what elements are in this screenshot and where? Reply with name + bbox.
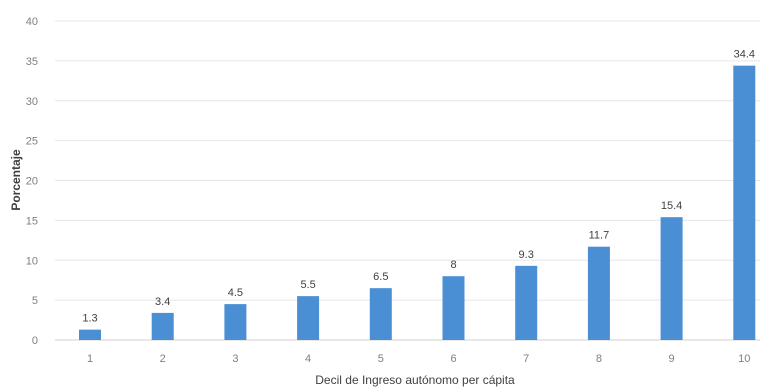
data-label-decil-6: 8 — [450, 259, 456, 271]
data-label-decil-10: 34.4 — [734, 49, 755, 61]
y-tick-label: 0 — [32, 335, 38, 347]
x-axis-ticks: 1 2 3 4 5 6 7 8 9 10 — [87, 353, 750, 365]
bar-decil-10 — [733, 65, 756, 340]
x-tick-label: 4 — [305, 353, 311, 365]
bar-decil-2 — [151, 312, 174, 340]
data-label-decil-5: 6.5 — [373, 271, 388, 283]
data-label-decil-7: 9.3 — [519, 249, 534, 261]
bar-decil-6 — [442, 276, 465, 340]
x-tick-label: 7 — [523, 353, 529, 365]
bar-decil-3 — [224, 304, 247, 340]
x-tick-label: 2 — [160, 353, 166, 365]
data-label-decil-2: 3.4 — [155, 296, 170, 308]
y-tick-label: 30 — [26, 96, 38, 108]
bar-decil-8 — [587, 246, 610, 340]
x-tick-label: 6 — [450, 353, 456, 365]
x-tick-label: 3 — [232, 353, 238, 365]
y-tick-label: 35 — [26, 56, 38, 68]
y-tick-label: 20 — [26, 176, 38, 188]
bar-decil-4 — [297, 296, 320, 340]
y-axis-title: Porcentaje — [9, 149, 23, 211]
bar-decil-9 — [660, 217, 683, 340]
gridlines — [55, 20, 760, 341]
data-labels: 1.3 3.4 4.5 5.5 6.5 8 9.3 11.7 15.4 34.4 — [82, 49, 755, 325]
y-tick-label: 40 — [26, 16, 38, 28]
y-tick-label: 5 — [32, 295, 38, 307]
data-label-decil-9: 15.4 — [661, 200, 682, 212]
x-tick-label: 5 — [378, 353, 384, 365]
x-tick-label: 9 — [669, 353, 675, 365]
bars — [79, 65, 756, 340]
y-tick-label: 15 — [26, 215, 38, 227]
x-tick-label: 1 — [87, 353, 93, 365]
x-tick-label: 8 — [596, 353, 602, 365]
data-label-decil-1: 1.3 — [82, 313, 97, 325]
bar-decil-7 — [515, 265, 538, 340]
y-tick-label: 25 — [26, 136, 38, 148]
data-label-decil-8: 11.7 — [589, 230, 610, 242]
x-axis-title: Decil de Ingreso autónomo per cápita — [315, 373, 515, 387]
x-tick-label: 10 — [738, 353, 750, 365]
data-label-decil-3: 4.5 — [228, 287, 243, 299]
data-label-decil-4: 5.5 — [300, 279, 315, 291]
y-tick-label: 10 — [26, 255, 38, 267]
bar-decil-1 — [79, 329, 101, 340]
y-axis-ticks: 0 5 10 15 20 25 30 35 40 — [26, 16, 38, 347]
bar-decil-5 — [369, 288, 392, 340]
